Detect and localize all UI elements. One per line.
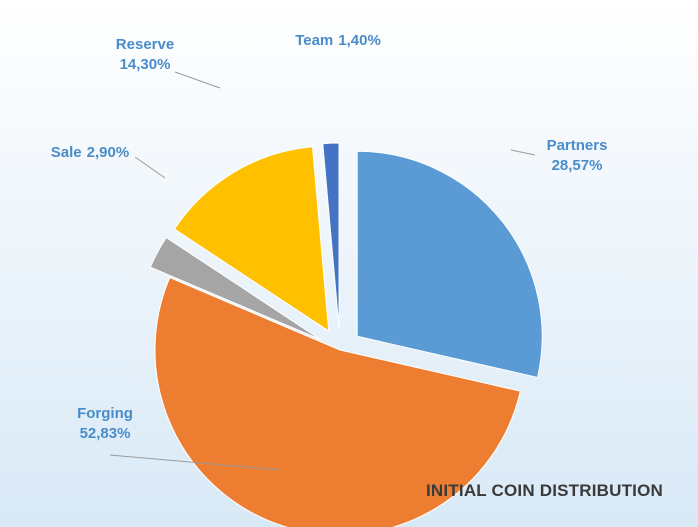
label-value-forging: 52,83% <box>80 425 131 442</box>
label-team: Team 1,40% <box>295 32 381 49</box>
slice-sale <box>149 236 321 341</box>
label-value-partners: 28,57% <box>552 157 603 174</box>
label-value-reserve: 14,30% <box>120 56 171 73</box>
leader-line-sale <box>134 156 166 179</box>
label-name-sale: Sale <box>51 144 82 161</box>
leader-lines <box>109 71 536 471</box>
leader-line-reserve <box>174 71 221 89</box>
label-name-forging: Forging <box>77 405 133 422</box>
label-partners: Partners 28,57% <box>547 137 608 174</box>
label-value-team: 1,40% <box>338 32 381 49</box>
label-value-sale: 2,90% <box>87 144 130 161</box>
label-name-reserve: Reserve <box>116 36 174 53</box>
slice-forging <box>154 276 521 527</box>
slice-reserve <box>173 146 330 333</box>
slice-partners <box>356 150 543 379</box>
leader-line-partners <box>510 149 536 156</box>
slice-team <box>322 142 340 329</box>
label-sale: Sale 2,90% <box>51 144 129 161</box>
label-reserve: Reserve 14,30% <box>116 36 174 73</box>
slice-labels: Partners 28,57% Forging 52,83% Sale 2,90% Rese… <box>51 32 608 442</box>
label-forging: Forging 52,83% <box>77 405 133 442</box>
leader-line-forging <box>109 454 281 471</box>
label-name-team: Team <box>295 32 333 49</box>
chart-title: INITIAL COIN DISTRIBUTION <box>425 481 663 500</box>
slices-layer <box>149 142 543 527</box>
label-name-partners: Partners <box>547 137 608 154</box>
